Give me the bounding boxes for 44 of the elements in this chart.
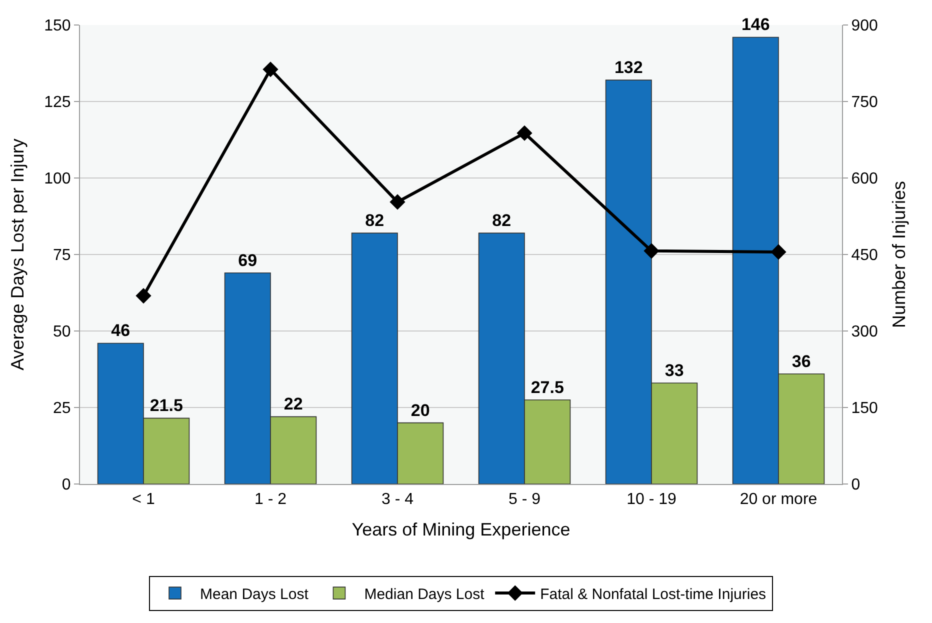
x-tick-label: 5 - 9 bbox=[508, 491, 541, 508]
legend-label: Median Days Lost bbox=[364, 586, 486, 603]
y2-tick-label: 0 bbox=[851, 476, 860, 494]
x-tick-label: 1 - 2 bbox=[254, 491, 287, 508]
data-label: 69 bbox=[238, 250, 258, 270]
x-tick-label: 20 or more bbox=[740, 491, 818, 508]
data-label: 132 bbox=[614, 58, 643, 78]
legend-label: Fatal & Nonfatal Lost-time Injuries bbox=[540, 586, 766, 603]
x-tick-label: < 1 bbox=[132, 491, 155, 508]
x-tick-label: 10 - 19 bbox=[626, 491, 677, 508]
legend-label: Mean Days Lost bbox=[200, 586, 310, 603]
point bbox=[136, 288, 152, 304]
y-tick-label: 75 bbox=[53, 247, 71, 264]
y-axis-title: Average Days Lost per Injury bbox=[7, 138, 28, 370]
data-label: 27.5 bbox=[530, 378, 564, 397]
y2-tick-label: 300 bbox=[851, 324, 878, 341]
point bbox=[262, 62, 278, 78]
point bbox=[390, 194, 406, 210]
y2-tick-label: 450 bbox=[851, 247, 878, 264]
y-tick-label: 125 bbox=[44, 94, 71, 112]
y2-tick-label: 900 bbox=[851, 18, 878, 35]
x-axis-title: Years of Mining Experience bbox=[352, 519, 570, 540]
data-label: 146 bbox=[741, 15, 770, 34]
x-tick-label: 3 - 4 bbox=[381, 491, 414, 508]
y-tick-label: 100 bbox=[44, 170, 71, 188]
y-tick-label: 25 bbox=[53, 400, 71, 418]
data-label: 33 bbox=[664, 361, 684, 380]
y-tick-label: 150 bbox=[44, 18, 71, 35]
data-label: 36 bbox=[792, 352, 811, 371]
y2-tick-label: 600 bbox=[851, 170, 878, 188]
data-label: 22 bbox=[284, 394, 303, 414]
data-label: 46 bbox=[111, 321, 130, 340]
data-label: 82 bbox=[365, 211, 384, 230]
point bbox=[516, 125, 532, 141]
y-tick-label: 50 bbox=[53, 324, 71, 341]
y2-tick-label: 150 bbox=[851, 400, 878, 418]
point bbox=[770, 244, 786, 260]
y2-axis-title: Number of Injuries bbox=[889, 180, 910, 328]
data-label: 20 bbox=[410, 400, 430, 420]
data-label: 82 bbox=[492, 211, 512, 230]
data-label: 21.5 bbox=[150, 396, 183, 416]
y-tick-label: 0 bbox=[62, 476, 71, 494]
point bbox=[644, 243, 660, 259]
y2-tick-label: 750 bbox=[851, 94, 878, 112]
